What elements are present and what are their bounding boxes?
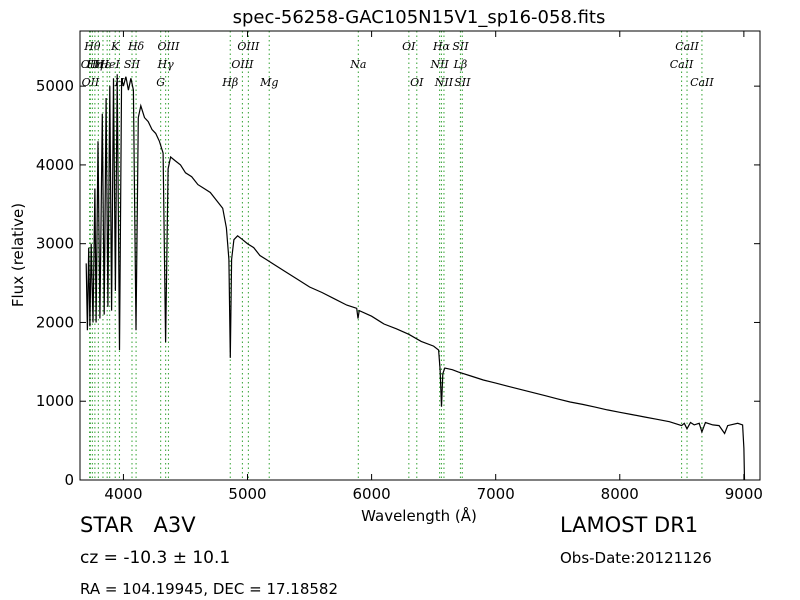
spectral-line-label: Hα [432, 40, 451, 53]
x-axis-label: Wavelength (Å) [361, 506, 477, 525]
spectral-line-label: OI [410, 76, 424, 89]
spectral-line-label: K [110, 40, 120, 53]
spectral-line-label: OII [82, 76, 100, 89]
y-tick-label: 5000 [36, 77, 74, 95]
spectral-line-label: Lβ [453, 58, 468, 71]
spectral-line-label: Hθ [83, 40, 101, 53]
y-tick-label: 1000 [36, 392, 74, 410]
spectral-line-label: NII [434, 76, 454, 89]
x-tick-label: 7000 [477, 485, 515, 503]
y-tick-label: 4000 [36, 156, 74, 174]
plot-frame [79, 30, 761, 481]
survey-name: LAMOST DR1 [560, 513, 699, 537]
axis-ticks: 4000 5000 6000 7000 8000 9000 0 1000 2000 3000 400… [36, 31, 763, 503]
spectral-line-label: OIII [231, 58, 254, 71]
spectral-line-label: Hβ [221, 76, 238, 89]
ra-dec-coordinates: RA = 104.19945, DEC = 17.18582 [80, 580, 339, 598]
spectral-line-label: CaII [670, 58, 694, 71]
spectral-line-label: SII [124, 58, 141, 71]
x-tick-label: 8000 [601, 485, 639, 503]
spectral-line-label: CaII [675, 40, 699, 53]
spectral-line-label: Hδ [127, 40, 145, 53]
object-type: STAR [80, 513, 134, 537]
spectral-line-label: HeI [98, 58, 120, 71]
spectral-line-label: Hγ [157, 58, 175, 71]
x-tick-label: 6000 [353, 485, 391, 503]
spectral-line-label: SII [452, 40, 469, 53]
spectral-line-label: G [156, 76, 165, 89]
observation-date: Obs-Date:20121126 [560, 549, 712, 567]
x-tick-label: 5000 [228, 485, 266, 503]
spectral-line-label: H [114, 76, 125, 89]
chart-title: spec-56258-GAC105N15V1_sp16-058.fits [233, 7, 606, 28]
spectral-line-label: CaII [690, 76, 714, 89]
spectral-line-label: OI [402, 40, 416, 53]
object-subclass: A3V [153, 513, 196, 537]
y-tick-label: 3000 [36, 235, 74, 253]
y-tick-label: 2000 [36, 313, 74, 331]
spectral-line-label: OIII [157, 40, 180, 53]
object-classification: STAR A3V [80, 513, 216, 537]
spectrum-series-line [85, 74, 746, 481]
spectral-line-label: NII [429, 58, 449, 71]
y-tick-label: 0 [64, 471, 74, 489]
redshift-cz: cz = -10.3 ± 10.1 [80, 548, 231, 568]
spectral-line-label: Hη [86, 58, 104, 71]
y-axis-label: Flux (relative) [9, 203, 27, 307]
spectral-line-label: SII [454, 76, 471, 89]
spectral-line-label: Na [349, 58, 366, 71]
x-tick-label: 4000 [104, 485, 142, 503]
spectral-line-label: Mg [259, 76, 278, 89]
x-tick-label: 9000 [725, 485, 763, 503]
spectral-line-label: OIII [237, 40, 260, 53]
